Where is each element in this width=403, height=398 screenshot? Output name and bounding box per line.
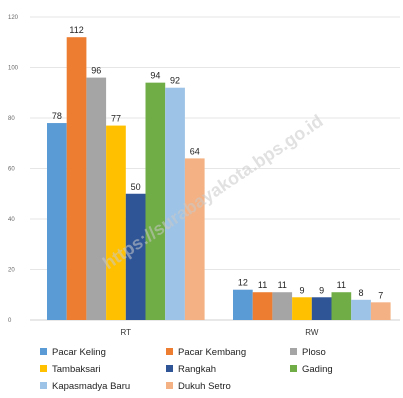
bars bbox=[47, 37, 391, 321]
data-label: 11 bbox=[278, 280, 287, 290]
y-tick-label: 20 bbox=[8, 268, 15, 274]
legend-swatch bbox=[290, 348, 297, 355]
data-label: 11 bbox=[337, 280, 346, 290]
legend-swatch bbox=[40, 382, 47, 389]
legend-label: Pacar Kembang bbox=[178, 347, 246, 358]
legend-swatch bbox=[166, 348, 173, 355]
legend-swatch bbox=[290, 365, 297, 372]
y-tick-label: 60 bbox=[8, 167, 15, 173]
data-label: 96 bbox=[91, 66, 101, 76]
bar bbox=[233, 289, 253, 320]
data-label: 9 bbox=[299, 285, 304, 295]
legend-label: Pacar Keling bbox=[52, 347, 106, 358]
legend-label: Tambaksari bbox=[52, 364, 101, 375]
y-tick-label: 40 bbox=[8, 217, 15, 223]
bar bbox=[86, 77, 107, 320]
data-label: 112 bbox=[69, 25, 83, 35]
legend-swatch bbox=[40, 348, 47, 355]
data-label: 77 bbox=[111, 114, 121, 124]
legend-label: Dukuh Setro bbox=[178, 381, 231, 392]
bar bbox=[331, 292, 352, 320]
data-label: 12 bbox=[238, 278, 248, 288]
data-label: 78 bbox=[52, 111, 62, 121]
legend-swatch bbox=[166, 365, 173, 372]
data-label: 11 bbox=[258, 280, 267, 290]
bar bbox=[370, 302, 391, 320]
watermark: https://surabayakota.bps.go.id bbox=[99, 111, 327, 274]
legend: Pacar Keling Pacar Kembang Ploso Tambaksari… bbox=[40, 347, 333, 392]
data-label: 94 bbox=[150, 71, 160, 81]
data-label: 7 bbox=[378, 290, 383, 300]
bar bbox=[252, 292, 273, 320]
bar bbox=[272, 292, 293, 320]
y-tick-label: 0 bbox=[8, 318, 12, 324]
bar bbox=[292, 297, 312, 320]
legend-label: Ploso bbox=[302, 347, 326, 358]
data-labels: 78 112 96 77 50 94 92 64 12 11 11 9 9 11 8 7 bbox=[52, 25, 383, 300]
data-label: 50 bbox=[131, 182, 141, 192]
y-axis: 0 20 40 60 80 100 120 bbox=[8, 15, 19, 324]
bar bbox=[125, 193, 146, 320]
category-label: RW bbox=[305, 328, 319, 337]
data-label: 8 bbox=[359, 288, 364, 298]
x-axis: RT RW bbox=[121, 328, 319, 337]
y-tick-label: 100 bbox=[8, 66, 19, 72]
y-tick-label: 120 bbox=[8, 15, 19, 21]
legend-label: Kapasmadya Baru bbox=[52, 381, 130, 392]
legend-label: Rangkah bbox=[178, 364, 216, 375]
bar bbox=[47, 123, 67, 320]
bar bbox=[106, 125, 126, 320]
data-label: 9 bbox=[319, 285, 324, 295]
data-label: 64 bbox=[190, 146, 200, 156]
bar bbox=[165, 87, 185, 320]
y-tick-label: 80 bbox=[8, 116, 15, 122]
bar bbox=[311, 297, 332, 320]
legend-label: Gading bbox=[302, 364, 333, 375]
bar bbox=[66, 37, 87, 320]
bar bbox=[184, 158, 205, 320]
legend-swatch bbox=[166, 382, 173, 389]
legend-swatch bbox=[40, 365, 47, 372]
data-label: 92 bbox=[170, 76, 180, 86]
category-label: RT bbox=[121, 328, 132, 337]
bar bbox=[145, 82, 166, 321]
bar bbox=[351, 299, 371, 320]
